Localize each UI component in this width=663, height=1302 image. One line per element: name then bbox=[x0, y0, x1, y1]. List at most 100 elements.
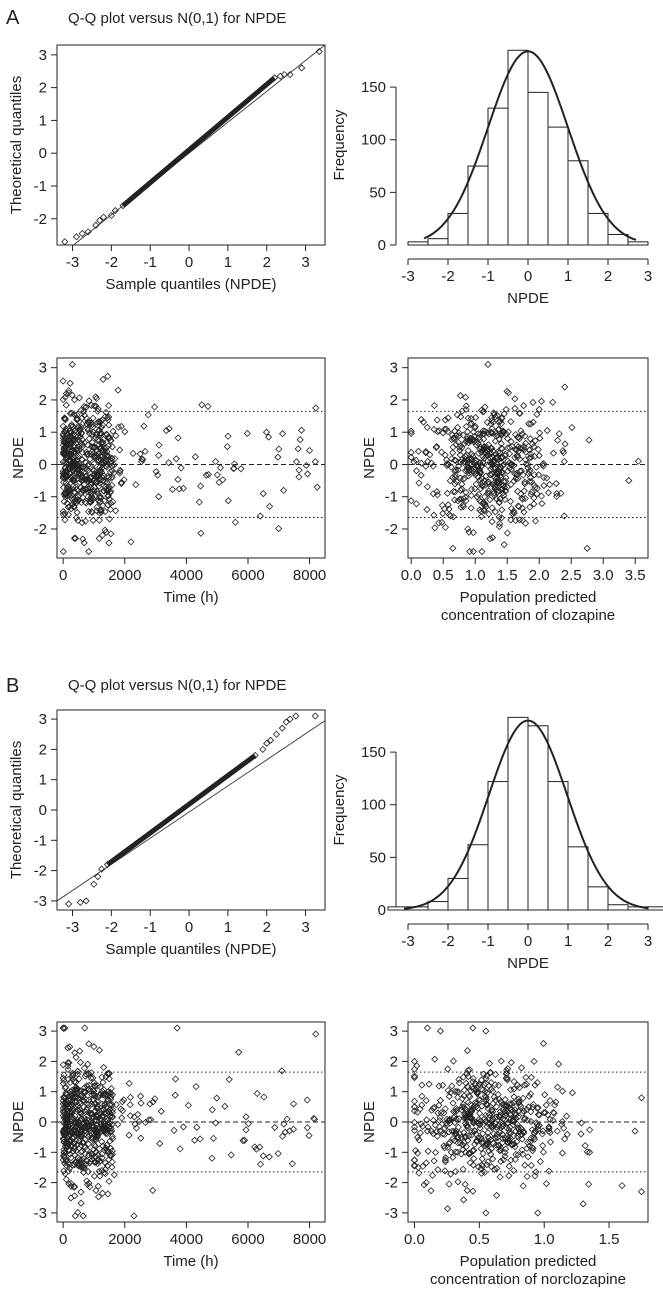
scatter-point bbox=[84, 1140, 93, 1148]
scatter-point bbox=[93, 1110, 101, 1119]
scatter-point bbox=[88, 465, 96, 474]
density-curve bbox=[423, 50, 637, 241]
scatter-point bbox=[490, 489, 498, 497]
scatter-point bbox=[521, 1161, 529, 1169]
scatter-point bbox=[415, 479, 423, 487]
y-tick-label: 2 bbox=[39, 392, 47, 409]
scatter-point bbox=[73, 1121, 81, 1130]
scatter-point bbox=[482, 1117, 490, 1125]
scatter-point bbox=[457, 486, 465, 495]
scatter-point bbox=[472, 414, 480, 422]
scatter-point bbox=[534, 1209, 542, 1217]
scatter-point bbox=[507, 1156, 515, 1164]
scatter-point bbox=[83, 424, 91, 432]
y-tick-label: -1 bbox=[34, 1144, 47, 1161]
scatter-point bbox=[85, 397, 93, 405]
scatter-point bbox=[100, 1123, 108, 1131]
scatter-point bbox=[488, 1106, 496, 1114]
scatter-point bbox=[425, 1080, 433, 1088]
scatter-point bbox=[474, 449, 483, 457]
scatter-point bbox=[510, 1140, 518, 1148]
histogram-bar bbox=[507, 49, 529, 246]
scatter-point bbox=[73, 508, 81, 517]
scatter-point bbox=[73, 499, 81, 507]
scatter-point bbox=[537, 397, 545, 405]
scatter-point bbox=[73, 460, 81, 469]
scatter-point bbox=[526, 1138, 534, 1146]
scatter-point bbox=[92, 1104, 101, 1112]
scatter-point bbox=[73, 1085, 81, 1093]
scatter-point bbox=[522, 456, 530, 464]
scatter-point bbox=[501, 1112, 510, 1120]
scatter-point bbox=[59, 422, 67, 430]
scatter-point bbox=[168, 485, 176, 493]
scatter-point bbox=[98, 1073, 106, 1081]
scatter-point bbox=[275, 524, 283, 533]
scatter-point bbox=[64, 1044, 72, 1052]
scatter-point bbox=[70, 1183, 78, 1191]
scatter-point bbox=[581, 1142, 589, 1150]
x-tick-label: 0 bbox=[59, 1231, 67, 1248]
scatter-point bbox=[91, 1082, 99, 1090]
qq-title-a: Q-Q plot versus N(0,1) for NPDE bbox=[68, 10, 286, 27]
scatter-point bbox=[473, 1137, 481, 1145]
scatter-point bbox=[59, 510, 67, 518]
scatter-point bbox=[94, 418, 102, 426]
scatter-point bbox=[451, 1112, 459, 1120]
scatter-point bbox=[516, 467, 524, 475]
scatter-point bbox=[78, 1156, 86, 1164]
scatter-point bbox=[483, 444, 491, 452]
scatter-point bbox=[61, 415, 69, 423]
scatter-point bbox=[465, 466, 473, 474]
scatter-point bbox=[447, 463, 455, 471]
scatter-point bbox=[489, 1087, 497, 1095]
scatter-point bbox=[476, 1096, 484, 1104]
scatter-point bbox=[527, 478, 535, 486]
scatter-point bbox=[477, 443, 485, 451]
scatter-point bbox=[100, 1106, 108, 1114]
scatter-point bbox=[454, 1123, 462, 1131]
scatter-point bbox=[110, 1171, 118, 1179]
scatter-point bbox=[530, 481, 538, 489]
scatter-point bbox=[130, 1212, 138, 1220]
scatter-point bbox=[495, 425, 503, 433]
scatter-point bbox=[212, 457, 220, 466]
y-axis-label: Frequency bbox=[331, 109, 348, 180]
scatter-point bbox=[98, 1154, 106, 1162]
scatter-point bbox=[496, 1173, 504, 1181]
scatter-point bbox=[508, 510, 516, 518]
scatter-point bbox=[457, 458, 465, 466]
scatter-point bbox=[418, 1101, 426, 1109]
scatter-point bbox=[529, 1100, 537, 1109]
scatter-point bbox=[490, 1130, 498, 1138]
scatter-point bbox=[118, 478, 126, 486]
scatter-point bbox=[204, 402, 212, 410]
scatter-point bbox=[413, 1062, 421, 1070]
scatter-point bbox=[505, 1129, 513, 1137]
scatter-point bbox=[502, 474, 510, 482]
scatter-point bbox=[511, 1106, 519, 1114]
scatter-point bbox=[109, 427, 117, 435]
scatter-point bbox=[81, 476, 89, 484]
scatter-point bbox=[446, 1138, 454, 1146]
scatter-point bbox=[68, 494, 76, 503]
scatter-point bbox=[488, 414, 496, 422]
scatter-point bbox=[431, 524, 439, 532]
scatter-point bbox=[497, 1098, 505, 1106]
scatter-point bbox=[487, 420, 495, 428]
scatter-point bbox=[422, 1096, 430, 1105]
scatter-point bbox=[170, 1126, 178, 1134]
x-tick-label: 8000 bbox=[293, 567, 326, 584]
scatter-point bbox=[549, 398, 557, 406]
scatter-point bbox=[417, 1120, 425, 1128]
scatter-point bbox=[59, 1156, 67, 1164]
scatter-point bbox=[579, 1200, 587, 1208]
scatter-point bbox=[61, 439, 69, 447]
reference-line bbox=[57, 720, 325, 902]
scatter-point bbox=[305, 1131, 313, 1140]
scatter-point bbox=[221, 1102, 229, 1110]
scatter-point bbox=[478, 1138, 487, 1146]
scatter-point bbox=[87, 1074, 95, 1082]
y-tick-label: 2 bbox=[390, 392, 398, 409]
y-tick-label: 1 bbox=[39, 1084, 47, 1101]
